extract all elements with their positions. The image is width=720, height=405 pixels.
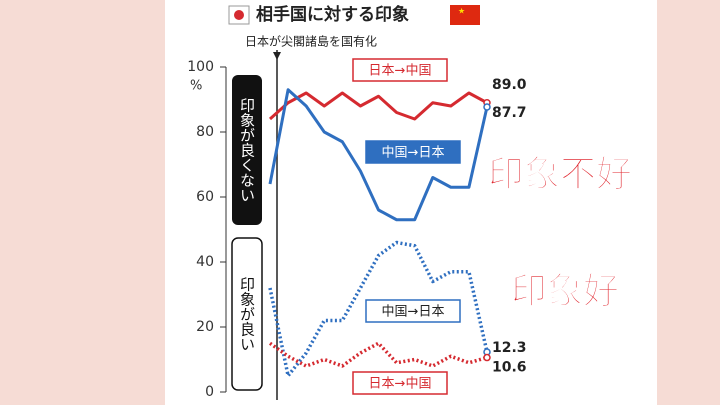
event-arrow (273, 52, 281, 60)
legend-label: 中国→日本 (382, 146, 445, 161)
value-label: 89.0 (492, 77, 527, 93)
y-axis-label: % (190, 79, 202, 94)
flag-japan-sun (234, 10, 244, 20)
flag-china (450, 5, 480, 25)
series-line (268, 240, 489, 378)
value-label: 87.7 (492, 105, 527, 121)
y-tick-label: 40 (196, 254, 214, 270)
y-tick-label: 80 (196, 124, 214, 140)
legend-label: 日本→中国 (369, 64, 432, 79)
series-line (268, 91, 488, 121)
y-tick-label: 60 (196, 189, 214, 205)
series-line (268, 341, 488, 368)
value-label: 12.3 (492, 340, 527, 356)
legend-label: 日本→中国 (369, 377, 432, 392)
chart-title: 相手国に対する印象 (256, 4, 409, 25)
band-box-bad (232, 75, 262, 225)
annotation: 日本が尖閣諸島を国有化 (245, 34, 377, 49)
band-label: 印象が良い (238, 277, 256, 352)
band-box-good (231, 237, 263, 391)
legend-box (365, 140, 461, 164)
legend-box (352, 58, 448, 82)
y-tick-label: 100 (187, 59, 214, 75)
y-tick-label: 20 (196, 319, 214, 335)
comment: 印象好 (511, 271, 619, 312)
legend-label: 中国→日本 (382, 305, 445, 320)
y-tick-label: 0 (205, 384, 214, 400)
series-line (268, 88, 489, 222)
legend-box (365, 299, 461, 323)
legend-box (352, 371, 448, 395)
flag-china-star: ★ (458, 7, 465, 16)
comment: 印象不好 (488, 154, 632, 195)
band-label: 印象が良くない (238, 98, 256, 203)
end-point (483, 353, 491, 362)
end-point (483, 103, 491, 111)
value-label: 10.6 (492, 360, 527, 376)
